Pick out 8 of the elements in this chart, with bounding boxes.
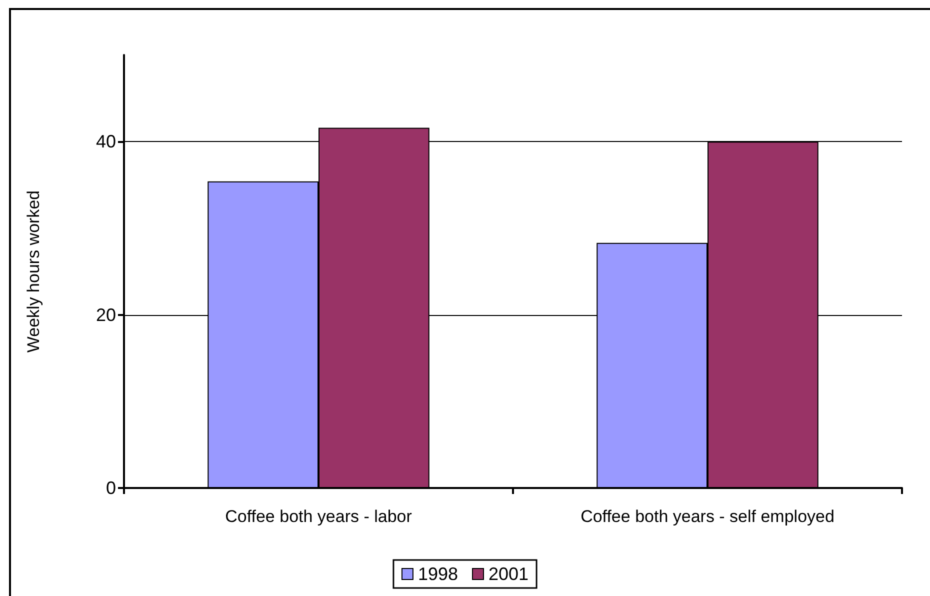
y-axis-title: Weekly hours worked (24, 190, 43, 353)
legend-label: 2001 (488, 564, 529, 584)
y-tick-label: 40 (96, 132, 116, 152)
x-tick-label: Coffee both years - self employed (580, 507, 834, 526)
legend-label: 1998 (418, 564, 458, 584)
y-tick-label: 20 (96, 304, 116, 325)
y-tick-label: 0 (106, 478, 116, 498)
x-tick-label: Coffee both years - labor (225, 507, 412, 526)
